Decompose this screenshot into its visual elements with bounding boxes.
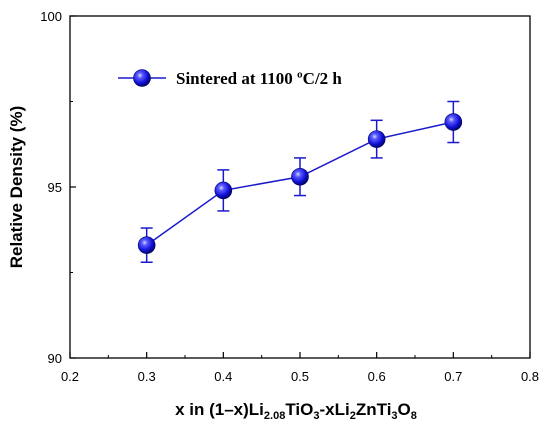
x-axis-title-part-7: 3: [391, 410, 397, 422]
legend-label: Sintered at 1100 ºC/2 h: [176, 69, 342, 88]
x-axis-title-part-2: TiO: [285, 400, 313, 419]
data-point-0: [137, 236, 156, 254]
x-tick-label-6: 0.8: [521, 369, 539, 384]
data-point-3: [367, 130, 386, 148]
x-axis-title-part-9: 8: [411, 410, 417, 422]
x-axis-title-part-8: O: [398, 400, 411, 419]
legend-marker: [133, 69, 151, 87]
x-axis-title-part-1: 2.08: [264, 410, 285, 422]
x-tick-label-4: 0.6: [368, 369, 386, 384]
x-tick-label-3: 0.5: [291, 369, 309, 384]
x-tick-label-1: 0.3: [138, 369, 156, 384]
x-axis-title-part-4: -xLi: [319, 400, 349, 419]
data-point-2: [291, 167, 309, 186]
x-axis-title-part-6: ZnTi: [356, 400, 392, 419]
y-axis-title: Relative Density (%): [7, 106, 26, 269]
x-tick-label-5: 0.7: [444, 369, 462, 384]
x-axis-title-part-5: 2: [350, 410, 356, 422]
x-tick-label-0: 0.2: [61, 369, 79, 384]
x-axis-title-part-3: 3: [313, 410, 319, 422]
x-axis-title-part-0: x in (1–x)Li: [175, 400, 264, 419]
y-tick-label-1: 95: [48, 180, 62, 195]
x-tick-label-2: 0.4: [214, 369, 232, 384]
data-point-4: [444, 113, 463, 131]
data-point-1: [214, 181, 233, 200]
y-tick-label-0: 90: [48, 351, 62, 366]
y-tick-label-2: 100: [40, 9, 62, 24]
x-axis-title: x in (1–x)Li2.08TiO3-xLi2ZnTi3O8: [175, 400, 417, 422]
